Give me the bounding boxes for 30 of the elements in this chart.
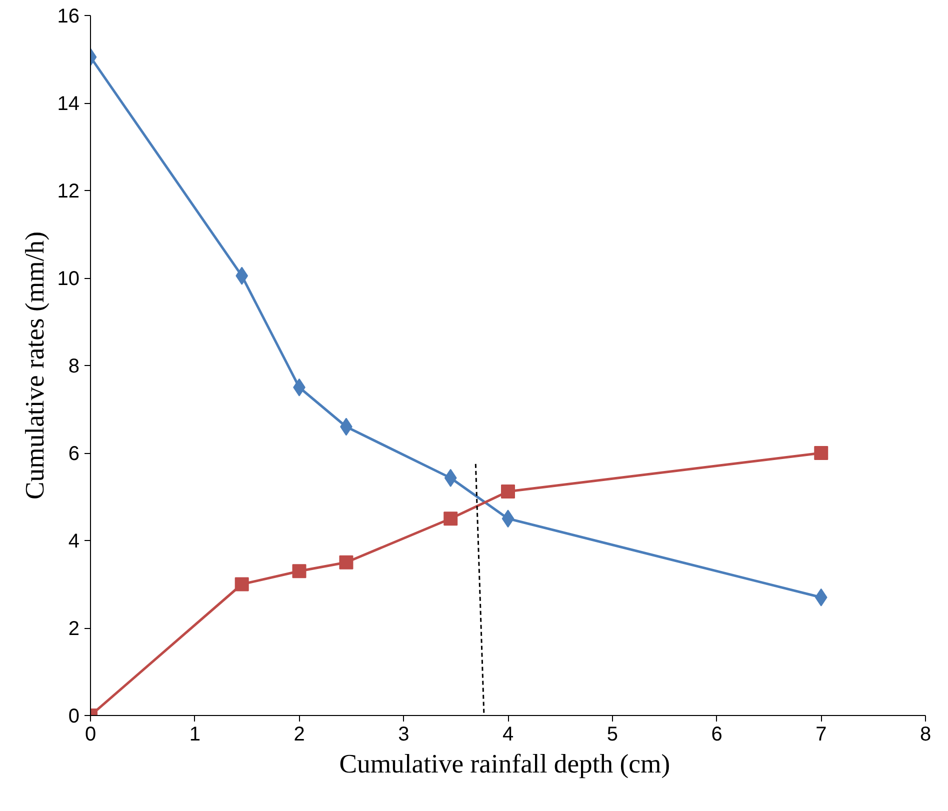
x-tick-label: 8: [920, 724, 932, 746]
y-tick-label: 14: [57, 93, 80, 115]
point: [234, 577, 249, 592]
y-tick-label: 6: [68, 443, 80, 465]
x-tick-label: 2: [294, 724, 305, 746]
x-tick-label: 0: [84, 724, 96, 746]
point: [501, 484, 515, 498]
x-axis-title: Cumulative rainfall depth (cm): [339, 748, 670, 778]
y-tick-label: 8: [68, 356, 80, 378]
x-tick-label: 6: [711, 724, 722, 746]
point: [814, 588, 828, 606]
point: [236, 266, 248, 285]
point: [814, 446, 828, 460]
x-tick-label: 4: [502, 724, 514, 746]
y-axis-title: Cumulative rates (mm/h): [19, 232, 50, 500]
x-tick-label: 7: [816, 724, 827, 746]
y-tick-label: 4: [68, 530, 80, 552]
y-tick-label: 16: [57, 6, 80, 28]
point: [502, 510, 514, 528]
point: [444, 468, 457, 487]
y-tick-label: 10: [57, 268, 80, 290]
y-tick-label: 12: [57, 180, 80, 202]
x-tick-label: 3: [398, 724, 410, 746]
y-tick-label: 2: [68, 618, 80, 640]
point: [444, 512, 458, 526]
point: [292, 564, 306, 578]
x-tick-label: 5: [606, 724, 618, 746]
y-tick-label: 0: [68, 706, 80, 728]
x-tick-label: 1: [189, 724, 200, 746]
point: [339, 555, 354, 570]
